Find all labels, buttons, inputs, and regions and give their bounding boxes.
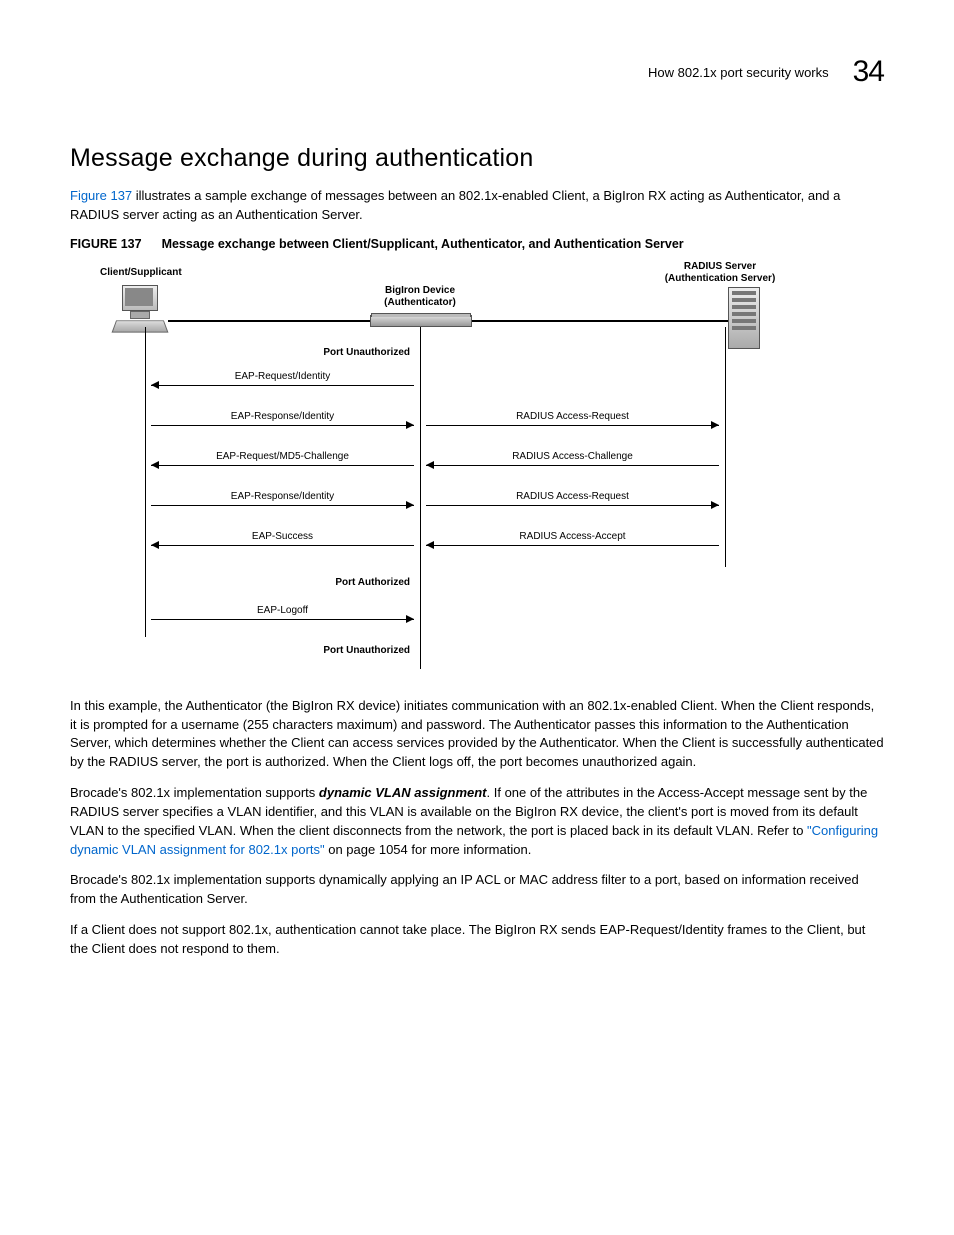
left-arrow-5-line (151, 619, 414, 620)
right-msg-3: RADIUS Access-Accept (446, 531, 699, 542)
port-state-2: Port Unauthorized (310, 645, 410, 656)
actor-authenticator-label: BigIron Device (Authenticator) (370, 285, 470, 309)
figure-link[interactable]: Figure 137 (70, 188, 132, 203)
left-msg-0: EAP-Request/Identity (171, 371, 394, 382)
right-msg-0: RADIUS Access-Request (446, 411, 699, 422)
sequence-diagram: Client/Supplicant BigIron Device (Authen… (110, 267, 760, 677)
paragraph-3: Brocade's 802.1x implementation supports… (70, 871, 884, 909)
page: How 802.1x port security works 34 Messag… (0, 0, 954, 1235)
left-arrow-0-line (151, 385, 414, 386)
right-arrow-0-line (426, 425, 719, 426)
authenticator-icon (370, 315, 472, 327)
page-number: 34 (853, 55, 884, 89)
right-arrow-1-head (426, 461, 434, 469)
right-arrow-2-line (426, 505, 719, 506)
intro-paragraph: Figure 137 illustrates a sample exchange… (70, 187, 884, 225)
left-arrow-2-line (151, 465, 414, 466)
left-arrow-1-line (151, 425, 414, 426)
auth-label-line1: BigIron Device (385, 285, 455, 296)
actor-client-label: Client/Supplicant (100, 267, 210, 279)
right-arrow-1-line (426, 465, 719, 466)
server-label-line1: RADIUS Server (684, 261, 756, 272)
right-msg-2: RADIUS Access-Request (446, 491, 699, 502)
connector-line-left (168, 320, 370, 322)
figure-caption-text: Message exchange between Client/Supplica… (162, 237, 684, 251)
left-msg-5: EAP-Logoff (171, 605, 394, 616)
running-title: How 802.1x port security works (648, 65, 829, 80)
auth-label-line2: (Authenticator) (384, 297, 456, 308)
left-arrow-3-line (151, 505, 414, 506)
section-title: Message exchange during authentication (70, 144, 884, 173)
right-msg-1: RADIUS Access-Challenge (446, 451, 699, 462)
left-arrow-5-head (406, 615, 414, 623)
right-arrow-2-head (711, 501, 719, 509)
actor-server-label: RADIUS Server (Authentication Server) (650, 261, 790, 285)
left-msg-3: EAP-Response/Identity (171, 491, 394, 502)
paragraph-4: If a Client does not support 802.1x, aut… (70, 921, 884, 959)
server-icon (728, 287, 760, 349)
left-arrow-3-head (406, 501, 414, 509)
left-arrow-0-head (151, 381, 159, 389)
timeline-client (145, 327, 146, 637)
p2-emphasis: dynamic VLAN assignment (319, 785, 487, 800)
server-label-line2: (Authentication Server) (665, 273, 776, 284)
right-arrow-3-line (426, 545, 719, 546)
timeline-server (725, 327, 726, 567)
left-msg-2: EAP-Request/MD5-Challenge (171, 451, 394, 462)
port-state-0: Port Unauthorized (310, 347, 410, 358)
left-msg-4: EAP-Success (171, 531, 394, 542)
left-arrow-2-head (151, 461, 159, 469)
left-arrow-4-line (151, 545, 414, 546)
port-state-1: Port Authorized (310, 577, 410, 588)
paragraph-2: Brocade's 802.1x implementation supports… (70, 784, 884, 859)
p2-suffix: on page 1054 for more information. (325, 842, 532, 857)
intro-text: illustrates a sample exchange of message… (70, 188, 840, 222)
left-arrow-4-head (151, 541, 159, 549)
timeline-authenticator (420, 327, 421, 669)
figure-caption: FIGURE 137 Message exchange between Clie… (70, 237, 884, 251)
connector-line-right (472, 320, 728, 322)
right-arrow-3-head (426, 541, 434, 549)
left-msg-1: EAP-Response/Identity (171, 411, 394, 422)
running-header: How 802.1x port security works 34 (70, 55, 884, 89)
p2-prefix: Brocade's 802.1x implementation supports (70, 785, 319, 800)
left-arrow-1-head (406, 421, 414, 429)
paragraph-1: In this example, the Authenticator (the … (70, 697, 884, 772)
client-icon (110, 285, 170, 337)
right-arrow-0-head (711, 421, 719, 429)
figure-label: FIGURE 137 (70, 237, 142, 251)
